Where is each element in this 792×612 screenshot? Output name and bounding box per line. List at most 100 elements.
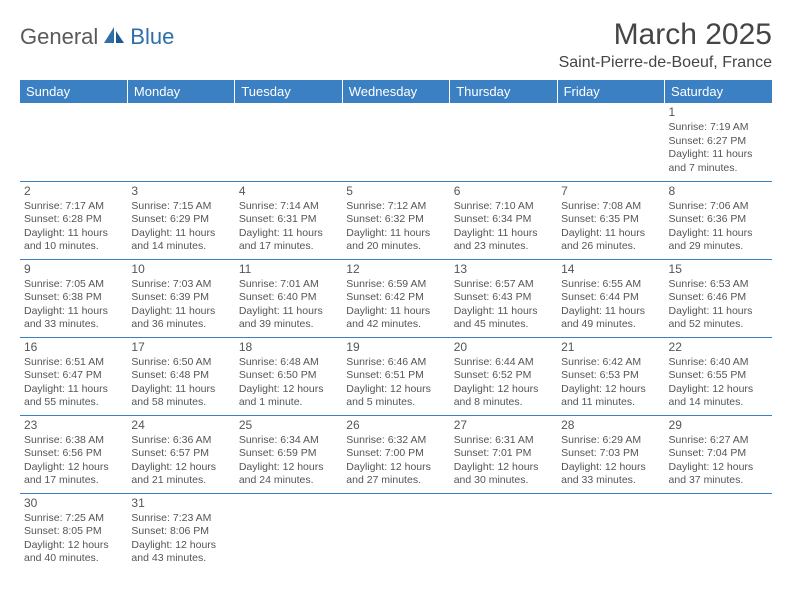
calendar-cell — [342, 493, 449, 571]
daylight-text: Daylight: 12 hours — [346, 383, 445, 396]
page-title: March 2025 — [559, 18, 772, 52]
weekday-sunday: Sunday — [20, 80, 127, 103]
daylight-text: Daylight: 11 hours — [561, 305, 660, 318]
weekday-friday: Friday — [557, 80, 664, 103]
sunrise-text: Sunrise: 6:32 AM — [346, 434, 445, 447]
daylight-text: Daylight: 12 hours — [669, 461, 768, 474]
calendar-cell: 25Sunrise: 6:34 AMSunset: 6:59 PMDayligh… — [235, 415, 342, 493]
logo-text-blue: Blue — [130, 24, 174, 50]
day-number: 5 — [346, 184, 445, 199]
sunset-text: Sunset: 6:59 PM — [239, 447, 338, 460]
daylight-text: and 11 minutes. — [561, 396, 660, 409]
day-number: 10 — [131, 262, 230, 277]
sunrise-text: Sunrise: 7:01 AM — [239, 278, 338, 291]
sunset-text: Sunset: 7:00 PM — [346, 447, 445, 460]
calendar-cell: 31Sunrise: 7:23 AMSunset: 8:06 PMDayligh… — [127, 493, 234, 571]
sunset-text: Sunset: 6:27 PM — [669, 135, 768, 148]
day-number: 3 — [131, 184, 230, 199]
sunset-text: Sunset: 6:55 PM — [669, 369, 768, 382]
sunrise-text: Sunrise: 6:57 AM — [454, 278, 553, 291]
day-number: 31 — [131, 496, 230, 511]
sunrise-text: Sunrise: 6:51 AM — [24, 356, 123, 369]
sunset-text: Sunset: 6:51 PM — [346, 369, 445, 382]
calendar-row: 9Sunrise: 7:05 AMSunset: 6:38 PMDaylight… — [20, 259, 772, 337]
daylight-text: Daylight: 11 hours — [454, 305, 553, 318]
calendar-cell: 10Sunrise: 7:03 AMSunset: 6:39 PMDayligh… — [127, 259, 234, 337]
daylight-text: Daylight: 11 hours — [131, 305, 230, 318]
day-number: 26 — [346, 418, 445, 433]
daylight-text: and 55 minutes. — [24, 396, 123, 409]
daylight-text: and 39 minutes. — [239, 318, 338, 331]
calendar-cell: 4Sunrise: 7:14 AMSunset: 6:31 PMDaylight… — [235, 181, 342, 259]
sunrise-text: Sunrise: 7:25 AM — [24, 512, 123, 525]
sunset-text: Sunset: 6:29 PM — [131, 213, 230, 226]
day-number: 16 — [24, 340, 123, 355]
sunset-text: Sunset: 6:39 PM — [131, 291, 230, 304]
day-number: 18 — [239, 340, 338, 355]
sunrise-text: Sunrise: 6:38 AM — [24, 434, 123, 447]
calendar-cell — [127, 103, 234, 181]
sunrise-text: Sunrise: 6:46 AM — [346, 356, 445, 369]
sunset-text: Sunset: 6:53 PM — [561, 369, 660, 382]
daylight-text: and 37 minutes. — [669, 474, 768, 487]
day-number: 15 — [669, 262, 768, 277]
daylight-text: Daylight: 12 hours — [454, 383, 553, 396]
sunset-text: Sunset: 6:36 PM — [669, 213, 768, 226]
daylight-text: and 8 minutes. — [454, 396, 553, 409]
logo: General Blue — [20, 24, 174, 50]
calendar-cell: 26Sunrise: 6:32 AMSunset: 7:00 PMDayligh… — [342, 415, 449, 493]
day-number: 19 — [346, 340, 445, 355]
weekday-monday: Monday — [127, 80, 234, 103]
day-number: 29 — [669, 418, 768, 433]
daylight-text: Daylight: 12 hours — [561, 461, 660, 474]
day-number: 27 — [454, 418, 553, 433]
daylight-text: Daylight: 11 hours — [24, 227, 123, 240]
sunrise-text: Sunrise: 7:06 AM — [669, 200, 768, 213]
day-number: 30 — [24, 496, 123, 511]
day-number: 17 — [131, 340, 230, 355]
calendar-cell: 2Sunrise: 7:17 AMSunset: 6:28 PMDaylight… — [20, 181, 127, 259]
daylight-text: Daylight: 11 hours — [669, 148, 768, 161]
logo-sail-icon — [102, 25, 128, 50]
daylight-text: and 49 minutes. — [561, 318, 660, 331]
day-number: 4 — [239, 184, 338, 199]
day-number: 28 — [561, 418, 660, 433]
sunset-text: Sunset: 8:05 PM — [24, 525, 123, 538]
daylight-text: and 45 minutes. — [454, 318, 553, 331]
sunset-text: Sunset: 8:06 PM — [131, 525, 230, 538]
calendar-cell — [665, 493, 772, 571]
day-number: 1 — [669, 105, 768, 120]
daylight-text: and 36 minutes. — [131, 318, 230, 331]
sunset-text: Sunset: 6:40 PM — [239, 291, 338, 304]
calendar-cell: 17Sunrise: 6:50 AMSunset: 6:48 PMDayligh… — [127, 337, 234, 415]
calendar-row: 2Sunrise: 7:17 AMSunset: 6:28 PMDaylight… — [20, 181, 772, 259]
calendar-cell: 14Sunrise: 6:55 AMSunset: 6:44 PMDayligh… — [557, 259, 664, 337]
daylight-text: and 24 minutes. — [239, 474, 338, 487]
daylight-text: and 1 minute. — [239, 396, 338, 409]
sunset-text: Sunset: 6:52 PM — [454, 369, 553, 382]
calendar-cell: 23Sunrise: 6:38 AMSunset: 6:56 PMDayligh… — [20, 415, 127, 493]
calendar-cell — [557, 493, 664, 571]
daylight-text: and 17 minutes. — [24, 474, 123, 487]
sunset-text: Sunset: 6:35 PM — [561, 213, 660, 226]
calendar-cell: 22Sunrise: 6:40 AMSunset: 6:55 PMDayligh… — [665, 337, 772, 415]
day-number: 23 — [24, 418, 123, 433]
daylight-text: Daylight: 11 hours — [131, 383, 230, 396]
day-number: 21 — [561, 340, 660, 355]
weekday-saturday: Saturday — [665, 80, 772, 103]
sunset-text: Sunset: 6:48 PM — [131, 369, 230, 382]
sunset-text: Sunset: 6:47 PM — [24, 369, 123, 382]
daylight-text: Daylight: 11 hours — [669, 227, 768, 240]
daylight-text: and 40 minutes. — [24, 552, 123, 565]
sunset-text: Sunset: 6:32 PM — [346, 213, 445, 226]
calendar-cell: 27Sunrise: 6:31 AMSunset: 7:01 PMDayligh… — [450, 415, 557, 493]
sunrise-text: Sunrise: 6:44 AM — [454, 356, 553, 369]
sunrise-text: Sunrise: 6:27 AM — [669, 434, 768, 447]
daylight-text: Daylight: 11 hours — [346, 305, 445, 318]
daylight-text: and 17 minutes. — [239, 240, 338, 253]
calendar-cell: 5Sunrise: 7:12 AMSunset: 6:32 PMDaylight… — [342, 181, 449, 259]
daylight-text: Daylight: 11 hours — [24, 305, 123, 318]
daylight-text: Daylight: 11 hours — [346, 227, 445, 240]
daylight-text: and 5 minutes. — [346, 396, 445, 409]
calendar-cell — [342, 103, 449, 181]
